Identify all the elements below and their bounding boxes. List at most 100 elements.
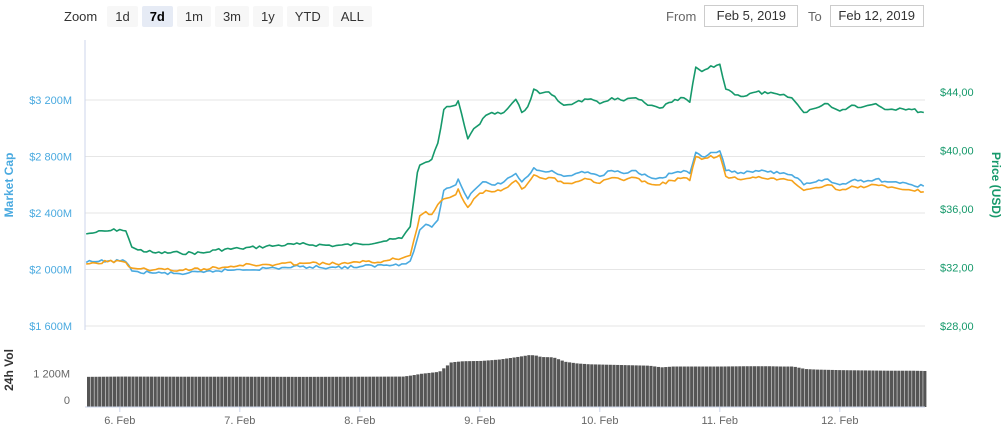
volume-bar	[542, 357, 546, 407]
x-axis-tick-label: 10. Feb	[581, 415, 618, 427]
volume-bar	[649, 365, 653, 407]
volume-bar	[201, 376, 205, 407]
series-line	[85, 150, 925, 276]
volume-bar	[579, 363, 583, 407]
volume-bar	[801, 368, 805, 407]
volume-bar	[209, 376, 213, 407]
zoom-ytd-button[interactable]: YTD	[286, 5, 329, 27]
volume-bar	[412, 375, 416, 407]
volume-bar	[497, 359, 501, 407]
volume-bar	[379, 376, 383, 407]
volume-axis-tick-label: 0	[64, 395, 70, 407]
volume-bar	[342, 376, 346, 407]
volume-bar	[87, 376, 91, 407]
volume-bar	[427, 372, 431, 407]
volume-bar	[371, 376, 376, 407]
tick-labels: $1 600M $2 000M $2 400M $2 800M $3 200M $28,0…	[29, 87, 973, 427]
right-axis-tick-label: $28,00	[940, 321, 974, 333]
volume-bar	[142, 376, 146, 407]
volume-bar	[560, 360, 564, 407]
volume-bar	[827, 369, 831, 407]
volume-bar	[608, 364, 612, 407]
volume-bar	[94, 376, 98, 407]
volume-bar	[227, 376, 231, 407]
series-line	[86, 63, 924, 256]
volume-bar	[519, 356, 524, 407]
volume-bar	[815, 369, 820, 407]
volume-bar	[564, 361, 568, 407]
volume-bar	[812, 369, 816, 407]
volume-bar	[309, 376, 313, 407]
volume-bar	[593, 364, 598, 407]
volume-bar	[682, 366, 686, 407]
volume-bar	[523, 355, 527, 407]
volume-bar	[553, 357, 557, 407]
volume-bar	[179, 376, 183, 407]
volume-bar	[216, 376, 220, 407]
range-to-input[interactable]: Feb 12, 2019	[829, 5, 924, 27]
volume-bar	[353, 376, 357, 407]
volume-bar	[275, 376, 279, 407]
zoom-1d-button[interactable]: 1d	[107, 5, 138, 27]
volume-bar	[223, 376, 228, 407]
left-axis-tick-label: $1 600M	[29, 321, 72, 333]
volume-bar	[686, 366, 690, 407]
volume-bar	[490, 360, 494, 407]
volume-bar	[457, 361, 461, 407]
x-axis-tick-label: 7. Feb	[224, 415, 255, 427]
zoom-1y-button[interactable]: 1y	[253, 5, 283, 27]
volume-bar	[823, 369, 827, 407]
volume-bar	[394, 376, 398, 407]
volume-bar	[323, 376, 327, 407]
volume-bar	[893, 370, 897, 407]
volume-axis-tick-label: 1 200M	[33, 369, 70, 381]
volume-bar	[272, 376, 276, 407]
volume-bar	[878, 370, 882, 407]
volume-bar	[749, 366, 753, 407]
zoom-3m-button[interactable]: 3m	[214, 5, 249, 27]
volume-bar	[468, 361, 472, 407]
volume-bar	[449, 362, 453, 407]
volume-bar	[253, 376, 257, 407]
volume-bar	[368, 376, 372, 407]
volume-bar	[760, 366, 764, 407]
volume-bar	[149, 376, 154, 407]
zoom-label: Zoom	[64, 8, 98, 24]
volume-bar	[471, 361, 475, 407]
volume-bar	[778, 366, 783, 407]
volume-bar	[331, 376, 335, 407]
volume-bar	[849, 370, 853, 407]
volume-bar	[286, 376, 290, 407]
volume-bar	[153, 376, 157, 407]
zoom-7d-button[interactable]: 7d	[141, 5, 173, 27]
zoom-all-button[interactable]: ALL	[332, 5, 372, 27]
volume-bar	[157, 376, 161, 407]
volume-bar	[257, 376, 261, 407]
volume-bar	[464, 361, 468, 407]
volume-bar	[886, 370, 890, 407]
volume-bar	[549, 357, 553, 407]
volume-bar	[305, 376, 309, 407]
volume-bar	[238, 376, 242, 407]
zoom-1m-button[interactable]: 1m	[176, 5, 211, 27]
volume-bar	[212, 376, 216, 407]
zoom-bar: Zoom 1d 7d 1m 3m 1y YTD ALL	[64, 5, 372, 27]
volume-bar	[146, 376, 150, 407]
volume-bar	[623, 365, 627, 407]
volume-bar	[101, 376, 105, 407]
volume-bar	[120, 376, 124, 407]
volume-bar	[701, 366, 705, 407]
volume-bar	[838, 370, 842, 407]
volume-bar	[423, 373, 427, 407]
volume-bar	[830, 369, 834, 407]
right-axis-tick-label: $40,00	[940, 146, 974, 158]
volume-bar	[98, 376, 102, 407]
volume-bar	[753, 366, 757, 407]
volume-bar	[767, 366, 771, 407]
volume-bar	[312, 376, 316, 407]
volume-bar	[279, 376, 283, 407]
volume-bar	[923, 370, 927, 407]
range-from-input[interactable]: Feb 5, 2019	[704, 5, 799, 27]
volume-bar	[401, 376, 405, 407]
volume-bar	[867, 370, 871, 407]
